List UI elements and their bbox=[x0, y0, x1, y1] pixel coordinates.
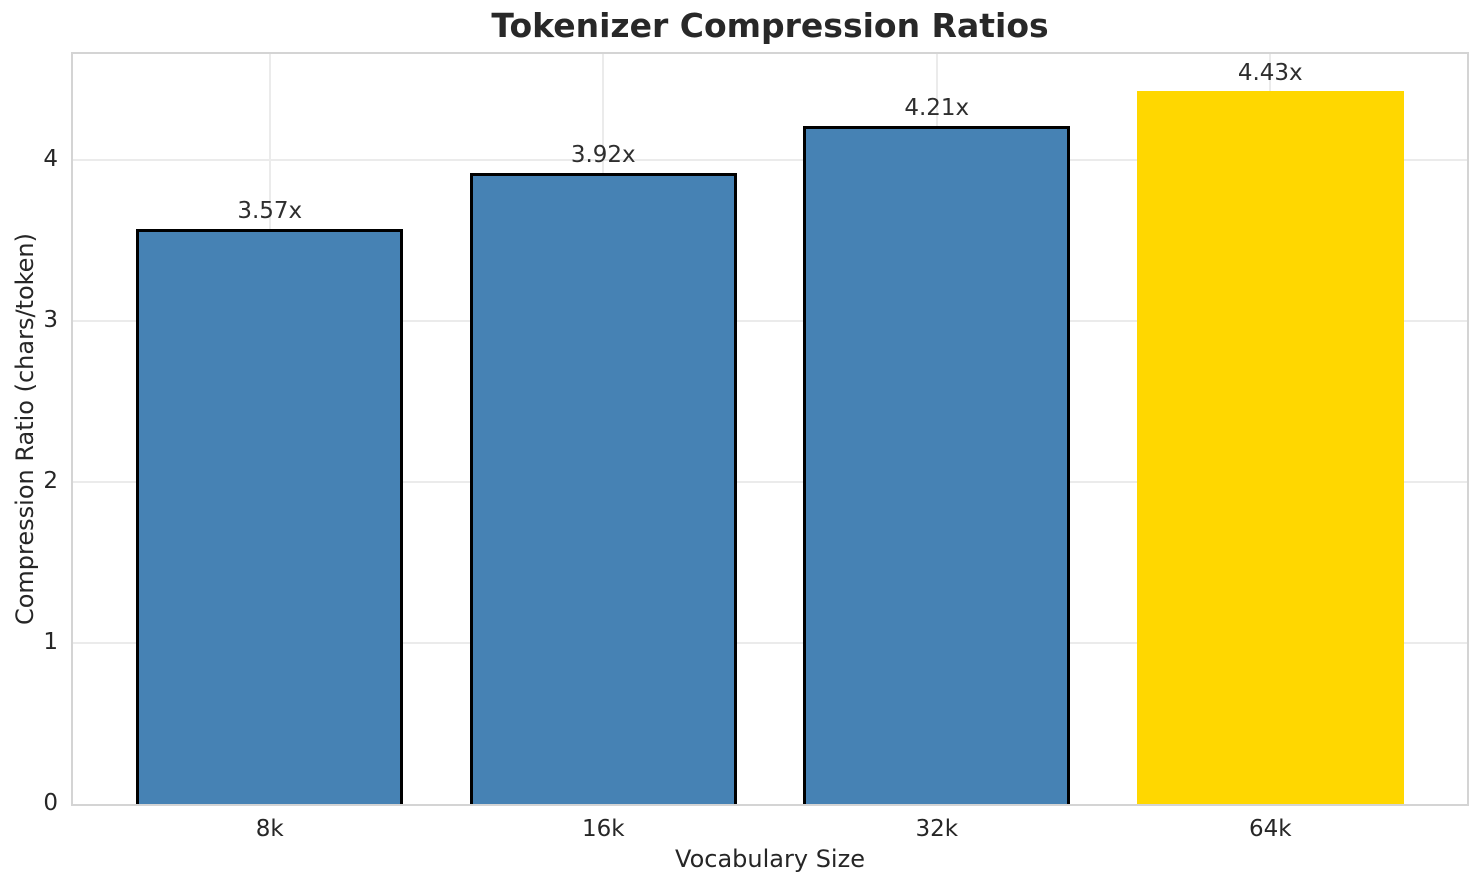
x-tick-label: 16k bbox=[581, 816, 625, 842]
y-tick-label: 0 bbox=[43, 790, 58, 816]
bar-32k bbox=[803, 126, 1071, 804]
chart-title: Tokenizer Compression Ratios bbox=[491, 6, 1049, 45]
bar-value-label: 4.21x bbox=[904, 95, 970, 122]
bar-value-label: 4.43x bbox=[1237, 60, 1303, 87]
y-tick-label: 2 bbox=[43, 468, 58, 495]
gridline-h bbox=[73, 481, 1467, 484]
x-tick-label: 32k bbox=[915, 816, 959, 842]
y-tick-label: 3 bbox=[43, 307, 58, 334]
bar-16k bbox=[469, 173, 737, 804]
y-tick-label: 1 bbox=[43, 629, 58, 656]
y-axis-label: Compression Ratio (chars/token) bbox=[11, 232, 39, 626]
x-tick-label: 8k bbox=[255, 816, 284, 842]
bar-value-label: 3.57x bbox=[237, 198, 303, 225]
x-axis-label: Vocabulary Size bbox=[675, 845, 865, 873]
bar-64k bbox=[1136, 91, 1404, 804]
gridline-h bbox=[73, 642, 1467, 645]
gridline-h bbox=[73, 320, 1467, 323]
bar-8k bbox=[136, 229, 404, 804]
gridline-h bbox=[73, 159, 1467, 162]
y-tick-label: 4 bbox=[43, 146, 58, 173]
bar-value-label: 3.92x bbox=[570, 142, 636, 169]
plot-area bbox=[71, 52, 1469, 806]
x-tick-label: 64k bbox=[1248, 816, 1292, 842]
